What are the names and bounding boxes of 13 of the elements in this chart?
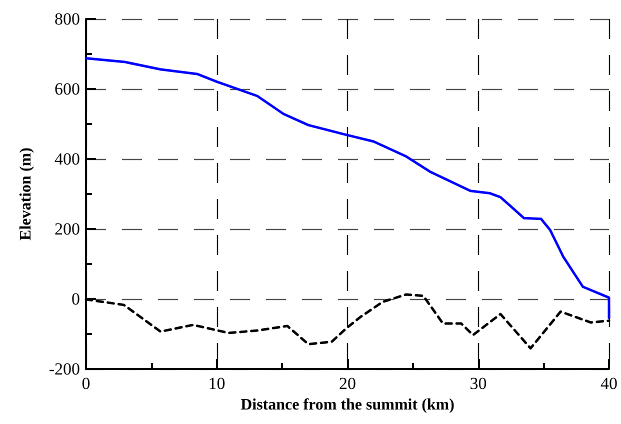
x-tick-label: 40 (600, 374, 618, 393)
y-tick-label: -200 (48, 360, 80, 378)
line-series (84, 56, 610, 320)
y-tick-label: 600 (54, 80, 80, 98)
y-tick-label: 0 (72, 290, 80, 308)
y-tick-label: 400 (54, 150, 80, 168)
x-tick-label: 30 (470, 374, 487, 393)
y-tick-label: 800 (54, 10, 80, 28)
y-axis-title: Elevation (m) (18, 148, 34, 240)
y-tick-label: 200 (54, 220, 80, 238)
x-tick-label: 20 (339, 374, 356, 393)
x-tick-label: 10 (208, 374, 226, 393)
x-axis-title: Distance from the summit (km) (240, 396, 454, 414)
